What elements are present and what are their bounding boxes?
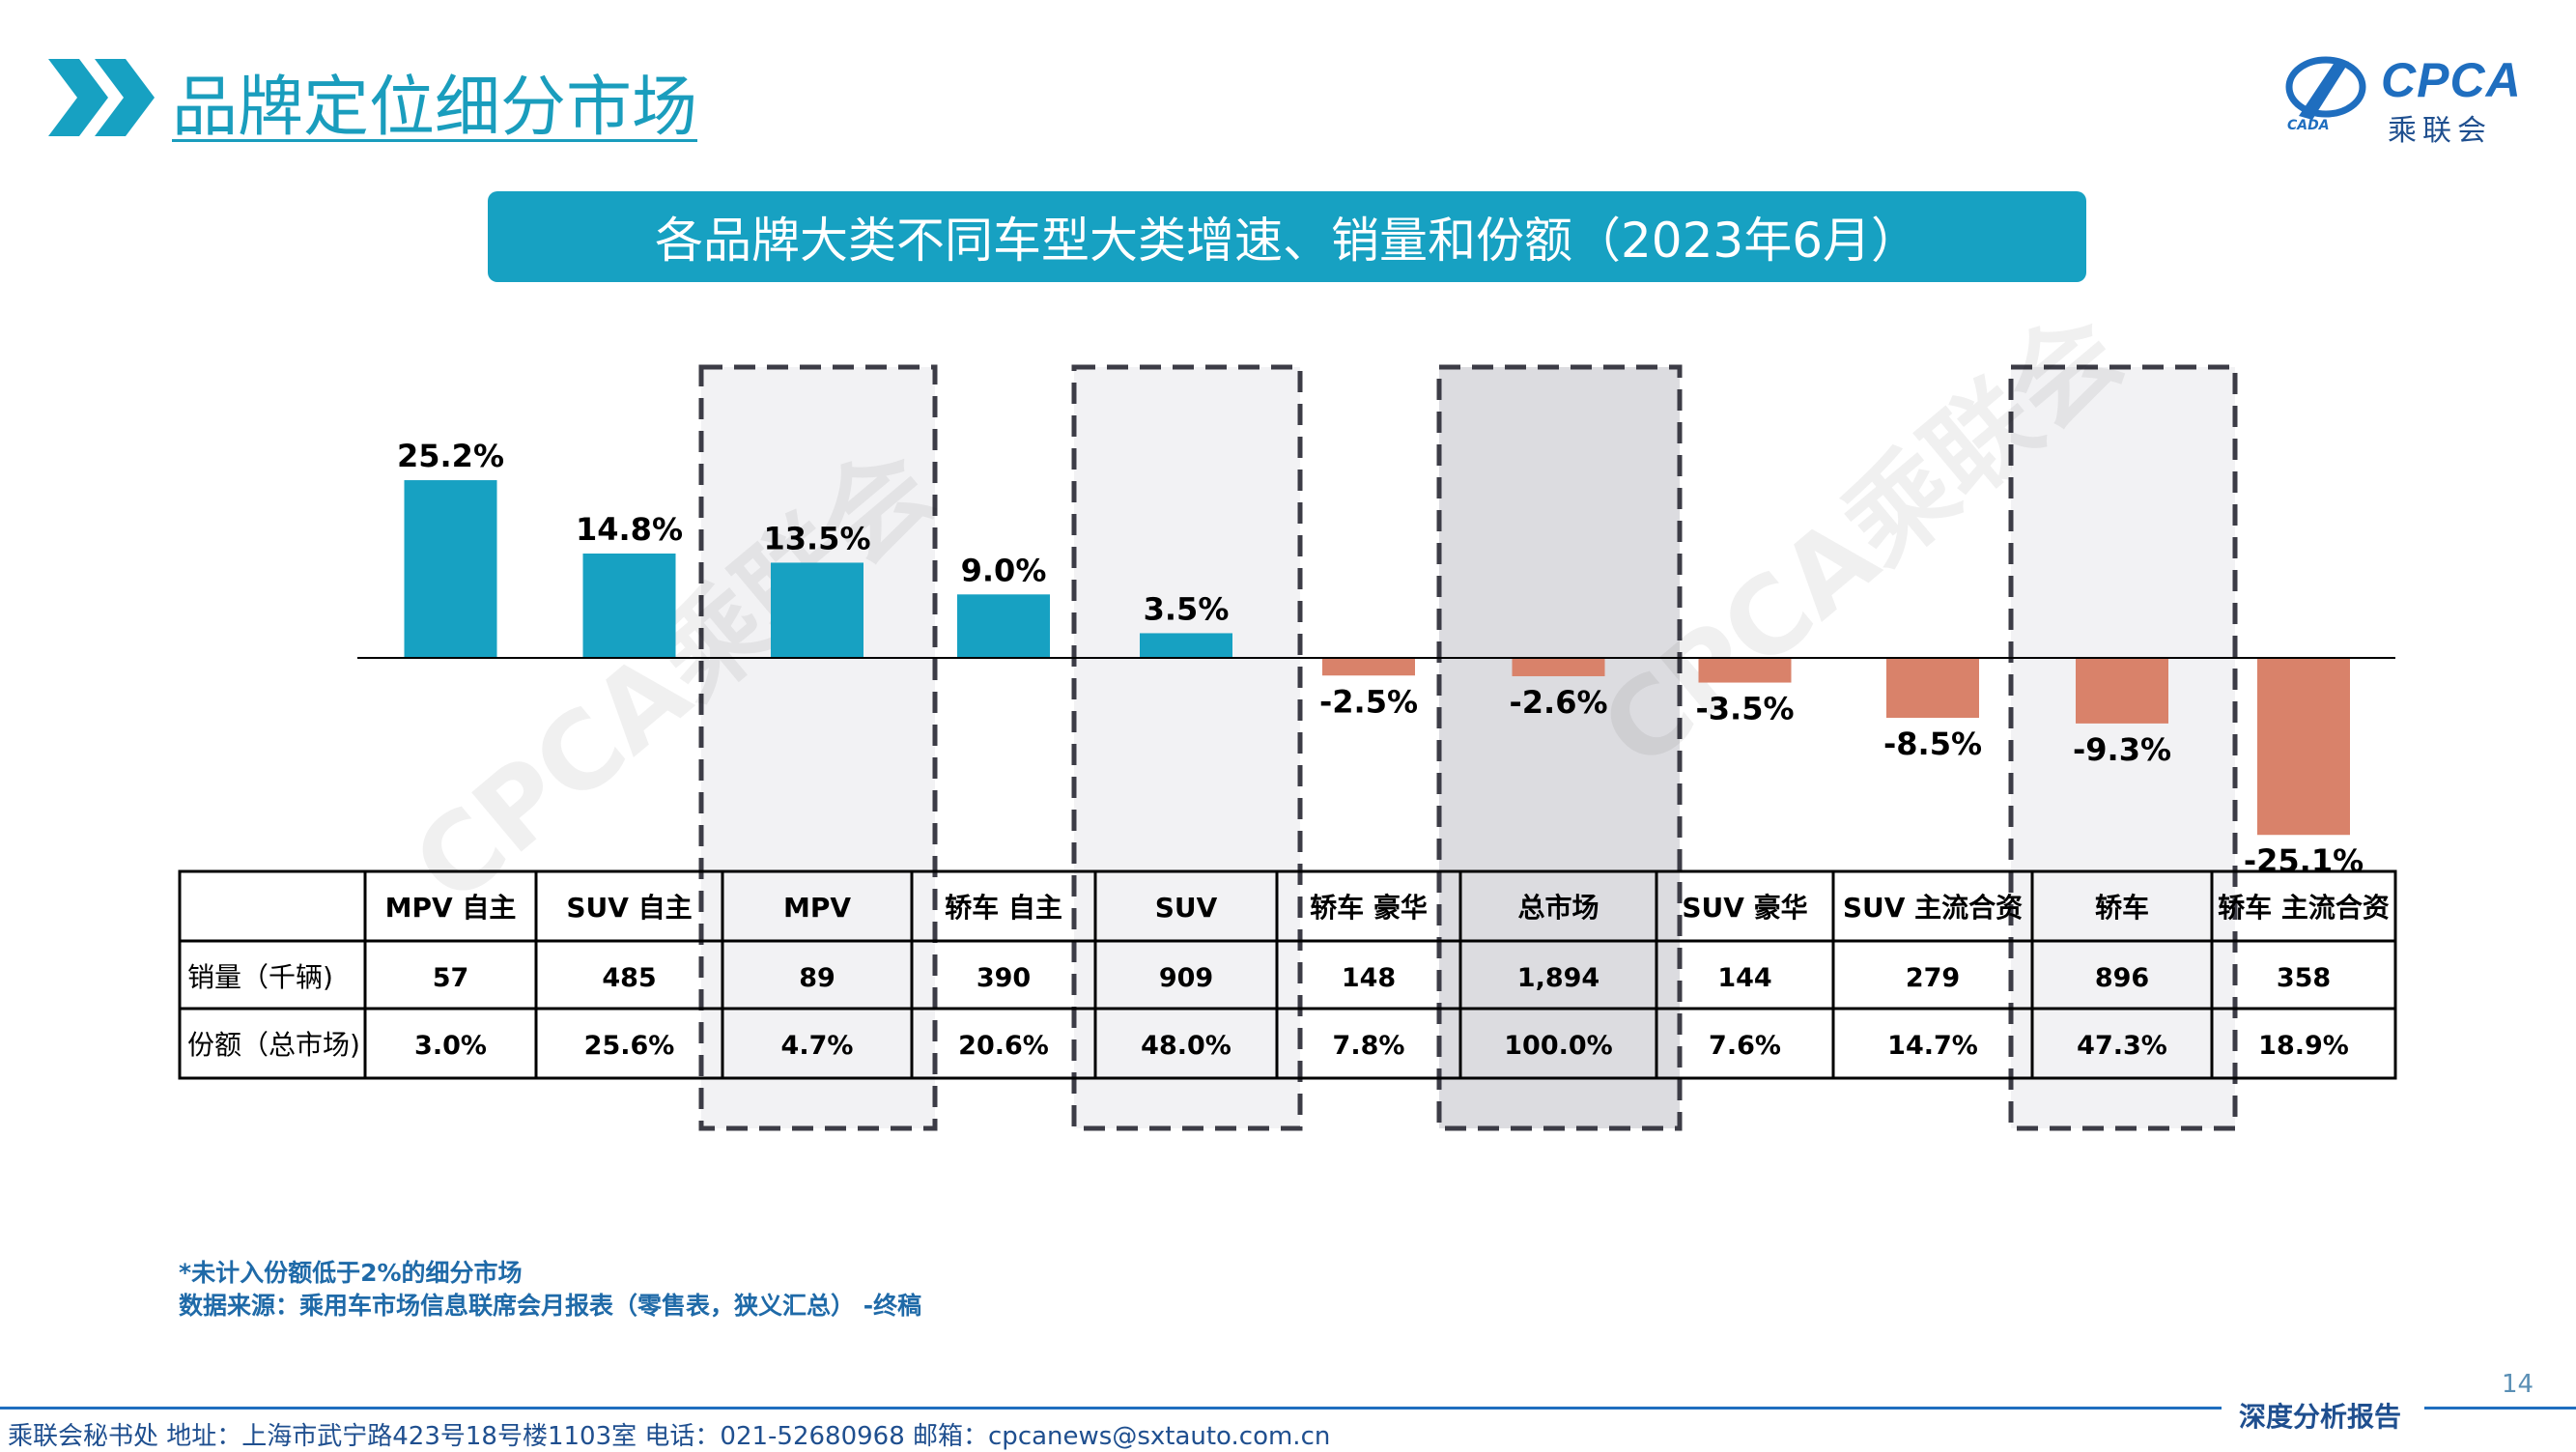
report-tag: 深度分析报告: [2239, 1401, 2402, 1433]
table-cell: 896: [2095, 963, 2149, 993]
page-title: 品牌定位细分市场: [172, 70, 698, 146]
table-cell: 89: [799, 963, 835, 993]
double-chevron-icon: [48, 59, 155, 136]
column-header: SUV 豪华: [1682, 892, 1807, 924]
bar: [2076, 658, 2168, 724]
cpca-logo: CPCA 乘联会 CADA: [2279, 48, 2531, 148]
chart-banner: 各品牌大类不同车型大类增速、销量和份额（2023年6月）: [488, 191, 2086, 282]
highlight-box: [1436, 364, 1683, 1131]
column-header: MPV: [783, 892, 851, 924]
bar: [771, 562, 863, 658]
table-cell: 14.7%: [1887, 1031, 1978, 1061]
bar: [1698, 658, 1792, 683]
highlight-box: [1071, 364, 1303, 1131]
column-header: SUV: [1155, 892, 1218, 924]
table-cell: 7.6%: [1709, 1031, 1781, 1061]
highlight-box: [698, 364, 938, 1131]
data-label: -2.6%: [1509, 684, 1607, 721]
table-cell: 3.0%: [414, 1031, 487, 1061]
table-cell: 390: [977, 963, 1031, 993]
column-header: 轿车 主流合资: [2218, 892, 2390, 924]
table-cell: 4.7%: [781, 1031, 854, 1061]
data-label: 9.0%: [961, 552, 1047, 588]
bar: [582, 553, 676, 658]
highlight-box: [2008, 364, 2238, 1131]
data-label: -8.5%: [1883, 726, 1982, 762]
table-cell: 485: [602, 963, 656, 993]
data-label: -25.1%: [2244, 842, 2364, 879]
footnote: *未计入份额低于2%的细分市场: [179, 1259, 523, 1287]
table-cell: 279: [1906, 963, 1960, 993]
bar: [2257, 658, 2350, 836]
bar: [957, 594, 1050, 658]
data-label: 3.5%: [1144, 590, 1230, 627]
footer-divider-right: [2424, 1407, 2576, 1409]
column-header: SUV 主流合资: [1843, 892, 2023, 924]
bar: [1886, 658, 1979, 719]
data-label: 25.2%: [397, 438, 504, 474]
data-label: -3.5%: [1695, 691, 1794, 727]
page-number: 14: [2502, 1370, 2534, 1399]
banner-text: 各品牌大类不同车型大类增速、销量和份额（2023年6月）: [654, 213, 1920, 269]
column-header: 总市场: [1517, 892, 1599, 924]
bar: [1140, 633, 1232, 658]
table-cell: 57: [433, 963, 469, 993]
data-label: -9.3%: [2073, 731, 2171, 768]
column-header: MPV 自主: [385, 892, 517, 924]
table-cell: 7.8%: [1333, 1031, 1405, 1061]
table-cell: 25.6%: [584, 1031, 675, 1061]
footer-divider: [0, 1407, 2222, 1409]
logo-subtext: 乘联会: [2388, 114, 2492, 148]
row-label: 份额（总市场): [187, 1029, 360, 1061]
bar: [1512, 658, 1605, 676]
logo-text: CPCA: [2381, 53, 2522, 107]
table-cell: 100.0%: [1504, 1031, 1612, 1061]
data-label: 14.8%: [576, 511, 683, 548]
data-table: [178, 869, 2397, 1080]
table-cell: 144: [1717, 963, 1771, 993]
bar: [1322, 658, 1415, 676]
row-label: 销量（千辆): [187, 961, 333, 993]
table-cell: 1,894: [1517, 963, 1599, 993]
column-header: 轿车: [2095, 892, 2149, 924]
bar: [404, 480, 497, 658]
column-header: 轿车 自主: [945, 892, 1062, 924]
table-cell: 148: [1342, 963, 1396, 993]
logo-emblem-icon: [2285, 56, 2366, 120]
column-header: 轿车 豪华: [1310, 892, 1428, 924]
logo-small-text: CADA: [2287, 118, 2330, 133]
table-cell: 358: [2277, 963, 2331, 993]
table-cell: 20.6%: [958, 1031, 1049, 1061]
column-header: SUV 自主: [566, 892, 692, 924]
data-label: -2.5%: [1319, 683, 1418, 720]
table-cell: 48.0%: [1141, 1031, 1231, 1061]
table-cell: 47.3%: [2077, 1031, 2167, 1061]
data-source: 数据来源：乘用车市场信息联席会月报表（零售表，狭义汇总） -终稿: [179, 1292, 922, 1320]
table-cell: 909: [1159, 963, 1213, 993]
footer-address: 乘联会秘书处 地址：上海市武宁路423号18号楼1103室 电话：021-526…: [8, 1422, 1331, 1451]
data-label: 13.5%: [763, 520, 870, 556]
table-cell: 18.9%: [2258, 1031, 2349, 1061]
